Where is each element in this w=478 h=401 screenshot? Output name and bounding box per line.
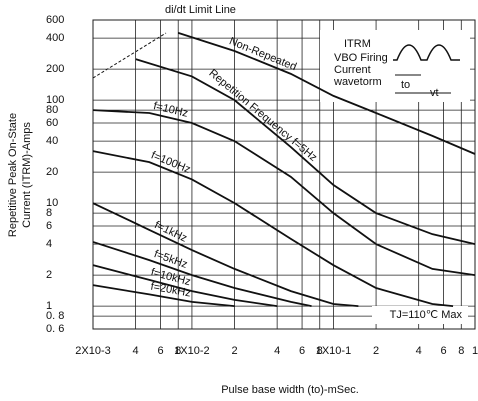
x-axis-label: Pulse base width (to)-mSec. [221,384,359,396]
y-tick-label: 4 [46,238,52,250]
x-tick-label: 8 [317,345,323,357]
y-tick-label: 40 [46,135,58,147]
annotation: VBO Firing [334,52,388,64]
inset-bg [320,30,470,102]
series-line [92,241,312,308]
y-tick-label: 8 [46,207,52,219]
y-axis-label: Current (ITRM)-Amps [21,122,33,228]
x-tick-label: 2 [373,345,379,357]
y-tick-label: 100 [46,94,64,106]
y-tick-label: 80 [46,104,58,116]
tj-bg [372,306,468,324]
x-tick-label: 4 [133,345,139,357]
annotation: di/dt Limit Line [165,4,236,16]
annotation: TJ=110℃ Max [390,309,463,321]
series-line [177,32,476,155]
annotation: wavetorm [333,76,382,88]
series-line [92,109,476,277]
y-tick-label: 10 [46,197,58,209]
y-tick-label: 60 [46,117,58,129]
x-tick-label: 4 [416,345,422,357]
y-tick-label: 1 [46,300,52,312]
series-label: Non-Repeated [227,35,298,73]
annotation: ITRM [344,38,371,50]
series-label: f=10Hz [152,100,189,120]
series-line [92,284,235,308]
y-tick-label: 2 [46,269,52,281]
x-tick-label: 8 [458,345,464,357]
x-tick-label: 2 [231,345,237,357]
y-tick-label: 600 [46,14,64,26]
y-axis-label: Repetitive Peak On-State [7,113,19,237]
waveform [393,44,460,61]
limit-line [92,32,167,79]
x-tick-label: 1X10-2 [174,345,209,357]
x-tick-label: 4 [274,345,280,357]
x-tick-label: 1 [472,345,478,357]
y-tick-label: 6 [46,220,52,232]
y-tick-label: 200 [46,63,64,75]
annotation: to [401,79,410,91]
annotation: vt [430,87,439,99]
y-tick-label: 0. 6 [46,323,64,335]
x-tick-label: 6 [299,345,305,357]
x-tick-label: 6 [441,345,447,357]
y-tick-label: 0. 8 [46,310,64,322]
x-tick-label: 6 [157,345,163,357]
x-tick-label: 8 [175,345,181,357]
series-line [92,264,278,308]
x-tick-label: 2X10-3 [75,345,110,357]
y-tick-label: 400 [46,32,64,44]
x-tick-label: 1X10-1 [316,345,351,357]
series-line [92,150,454,308]
series-line [135,58,476,246]
y-tick-label: 20 [46,166,58,178]
series-line [92,202,359,308]
annotation: Current [334,64,371,76]
